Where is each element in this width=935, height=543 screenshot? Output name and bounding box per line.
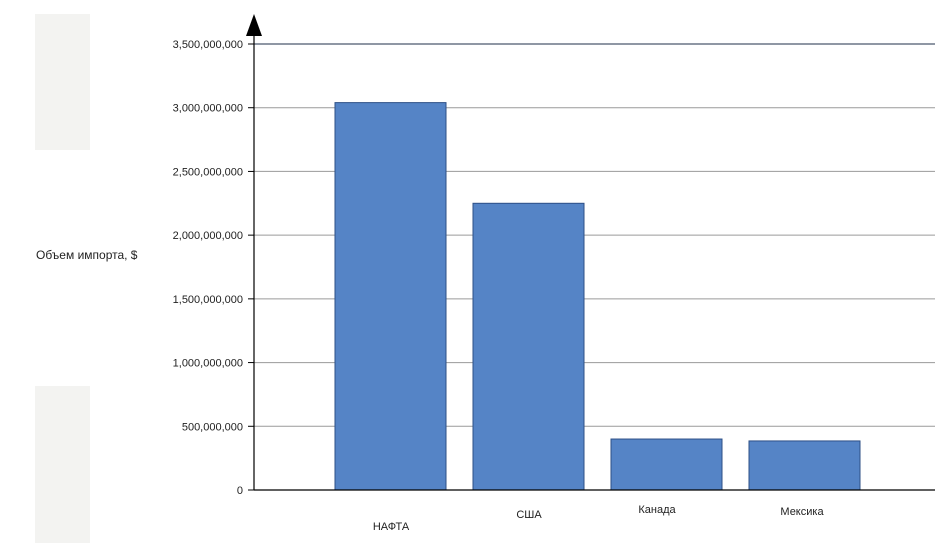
bar	[748, 440, 861, 491]
y-tick-label: 2,000,000,000	[173, 230, 243, 242]
x-category-labels: НАФТА США Канада Мексика	[373, 504, 825, 533]
y-tick-label: 3,500,000,000	[173, 39, 243, 51]
x-category-label: Канада	[638, 504, 676, 516]
axes	[246, 14, 935, 491]
bar	[334, 102, 447, 491]
y-tick-label: 1,500,000,000	[173, 294, 243, 306]
x-category-label: НАФТА	[373, 521, 410, 533]
y-tick-label: 500,000,000	[182, 421, 243, 433]
y-axis-title: Объем импорта, $	[36, 248, 138, 262]
y-tick-labels: 0 500,000,000 1,000,000,000 1,500,000,000 2,…	[173, 39, 243, 497]
y-axis-arrow-icon	[246, 14, 262, 36]
bars	[334, 102, 861, 491]
y-tick-label: 1,000,000,000	[173, 358, 243, 370]
y-tick-label: 0	[237, 485, 243, 497]
ylabel-panel	[35, 150, 90, 386]
y-tick-label: 3,000,000,000	[173, 103, 243, 115]
y-tick-label: 2,500,000,000	[173, 166, 243, 178]
bar	[472, 202, 585, 491]
x-category-label: США	[516, 509, 542, 521]
x-category-label: Мексика	[780, 506, 824, 518]
bar	[610, 438, 723, 491]
